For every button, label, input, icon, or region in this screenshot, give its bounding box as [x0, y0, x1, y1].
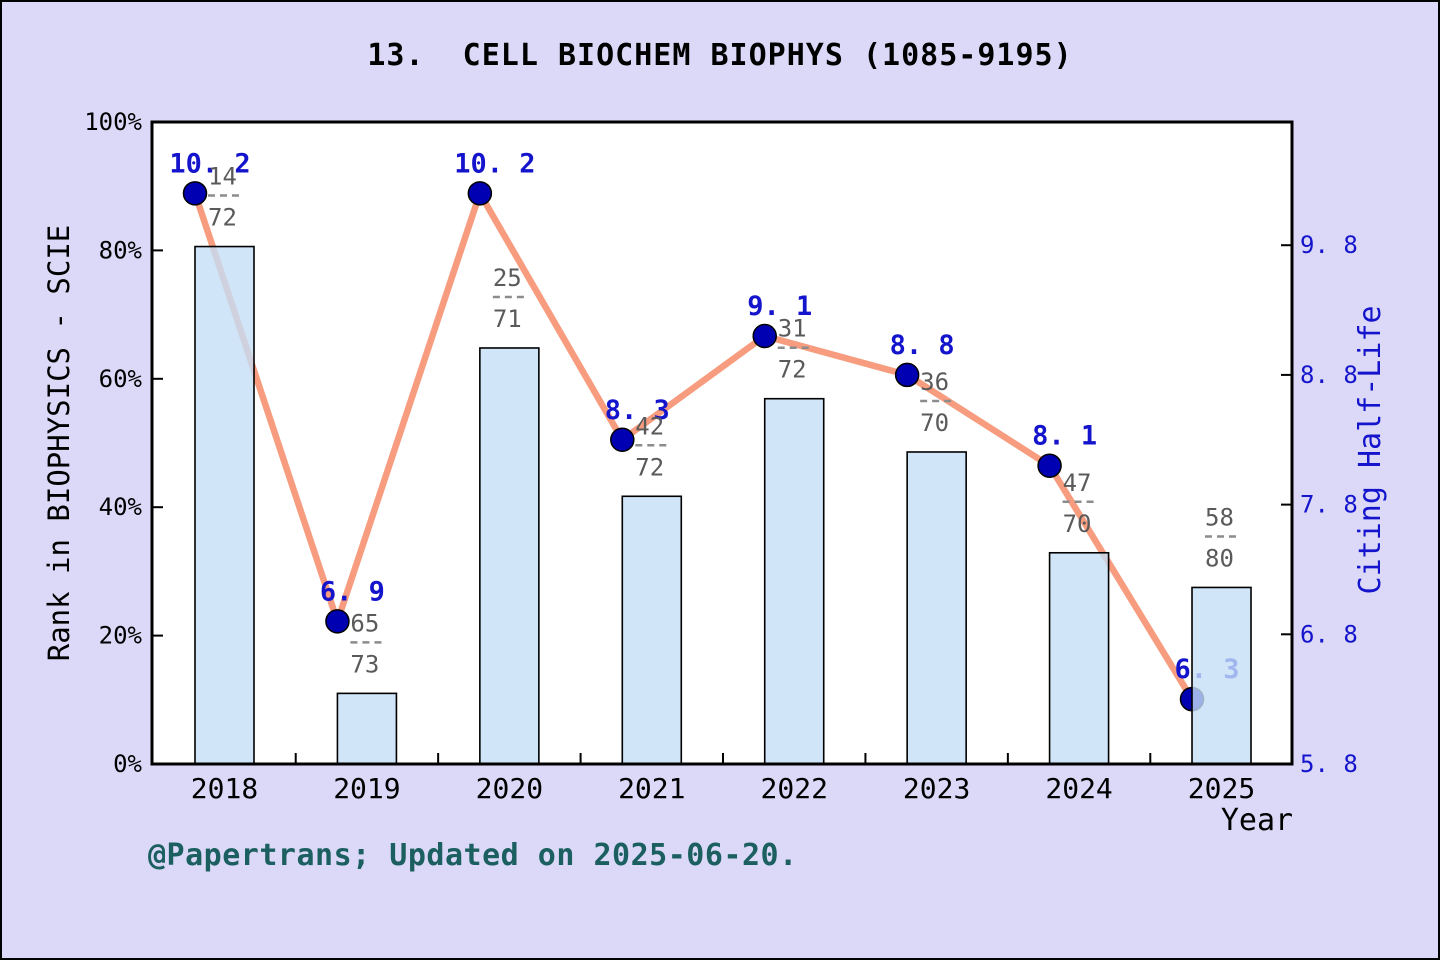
left-axis-tick-label: 0% — [113, 750, 142, 778]
bar — [1191, 586, 1252, 765]
rank-fraction-denominator: 71 — [493, 305, 522, 333]
x-axis-tick-label: 2024 — [1045, 772, 1112, 805]
value-label: 9. 1 — [747, 291, 812, 322]
footer-credit: @Papertrans; Updated on 2025-06-20. — [148, 838, 798, 873]
rank-fraction-numerator: 14 — [208, 163, 237, 191]
left-axis-title: Rank in BIOPHYSICS - SCIE — [42, 225, 76, 662]
right-axis-tick-label: 8. 8 — [1300, 361, 1358, 389]
value-label: 10. 2 — [169, 148, 250, 179]
x-axis-tick-label: 2019 — [333, 772, 400, 805]
plot-area — [152, 122, 1292, 764]
plot-border — [150, 120, 1294, 766]
rank-fraction-numerator: 25 — [493, 264, 522, 292]
rank-fraction-denominator: 80 — [1205, 544, 1234, 572]
line-marker — [1037, 453, 1062, 478]
bar — [1048, 551, 1110, 765]
x-axis-tick-label: 2020 — [476, 772, 543, 805]
line-marker — [467, 181, 493, 206]
bar — [906, 451, 967, 765]
chart-title: 13. CELL BIOCHEM BIOPHYS (1085-9195) — [367, 38, 1073, 73]
right-axis-tick-label: 6. 8 — [1300, 620, 1358, 648]
x-axis-tick-label: 2025 — [1188, 772, 1255, 805]
rank-fraction-numerator: 36 — [920, 368, 949, 396]
rank-fraction-denominator: 70 — [1063, 510, 1092, 538]
right-axis-title: Citing Half-Life — [1353, 306, 1388, 595]
x-axis-tick-label: 2021 — [618, 772, 685, 805]
left-axis-tick-label: 20% — [99, 622, 143, 650]
value-label: 6. 9 — [320, 576, 385, 607]
line-marker — [610, 427, 635, 453]
bar — [194, 245, 255, 765]
bar — [479, 347, 540, 765]
citing-half-life-line — [191, 190, 1196, 703]
right-axis-tick-label: 9. 8 — [1300, 231, 1358, 259]
rank-fraction-denominator: 72 — [635, 453, 664, 481]
value-label: 8. 3 — [605, 395, 670, 426]
left-axis-tick-label: 100% — [84, 108, 142, 136]
rank-fraction-numerator: 65 — [350, 609, 379, 637]
rank-fraction-denominator: 72 — [778, 356, 807, 384]
bar — [763, 397, 825, 765]
value-label: 10. 2 — [454, 148, 535, 179]
left-axis-tick-label: 40% — [99, 493, 143, 521]
value-label: 8. 1 — [1032, 421, 1097, 452]
rank-fraction-numerator: 58 — [1205, 503, 1234, 531]
bar — [336, 692, 398, 765]
rank-fraction-numerator: 47 — [1063, 469, 1092, 497]
line-marker — [894, 362, 920, 388]
rank-fraction-numerator: 31 — [778, 315, 807, 343]
right-axis-tick-label: 5. 8 — [1300, 750, 1358, 778]
value-label: 8. 8 — [890, 330, 955, 361]
rank-fraction-numerator: 42 — [635, 412, 664, 440]
rank-fraction-denominator: 72 — [208, 204, 237, 232]
x-axis-tick-label: 2018 — [191, 772, 258, 805]
left-axis-tick-label: 80% — [99, 236, 143, 264]
bar — [621, 495, 683, 765]
x-axis-title: Year — [1221, 803, 1293, 838]
rank-fraction-denominator: 73 — [350, 650, 379, 678]
line-marker — [325, 609, 350, 634]
rank-fraction-denominator: 70 — [920, 409, 949, 437]
right-axis-tick-label: 7. 8 — [1300, 491, 1358, 519]
line-marker — [182, 181, 208, 206]
left-axis-tick-label: 60% — [99, 365, 143, 393]
x-axis-tick-label: 2022 — [761, 772, 828, 805]
x-axis-tick-label: 2023 — [903, 772, 970, 805]
line-marker — [752, 323, 777, 349]
